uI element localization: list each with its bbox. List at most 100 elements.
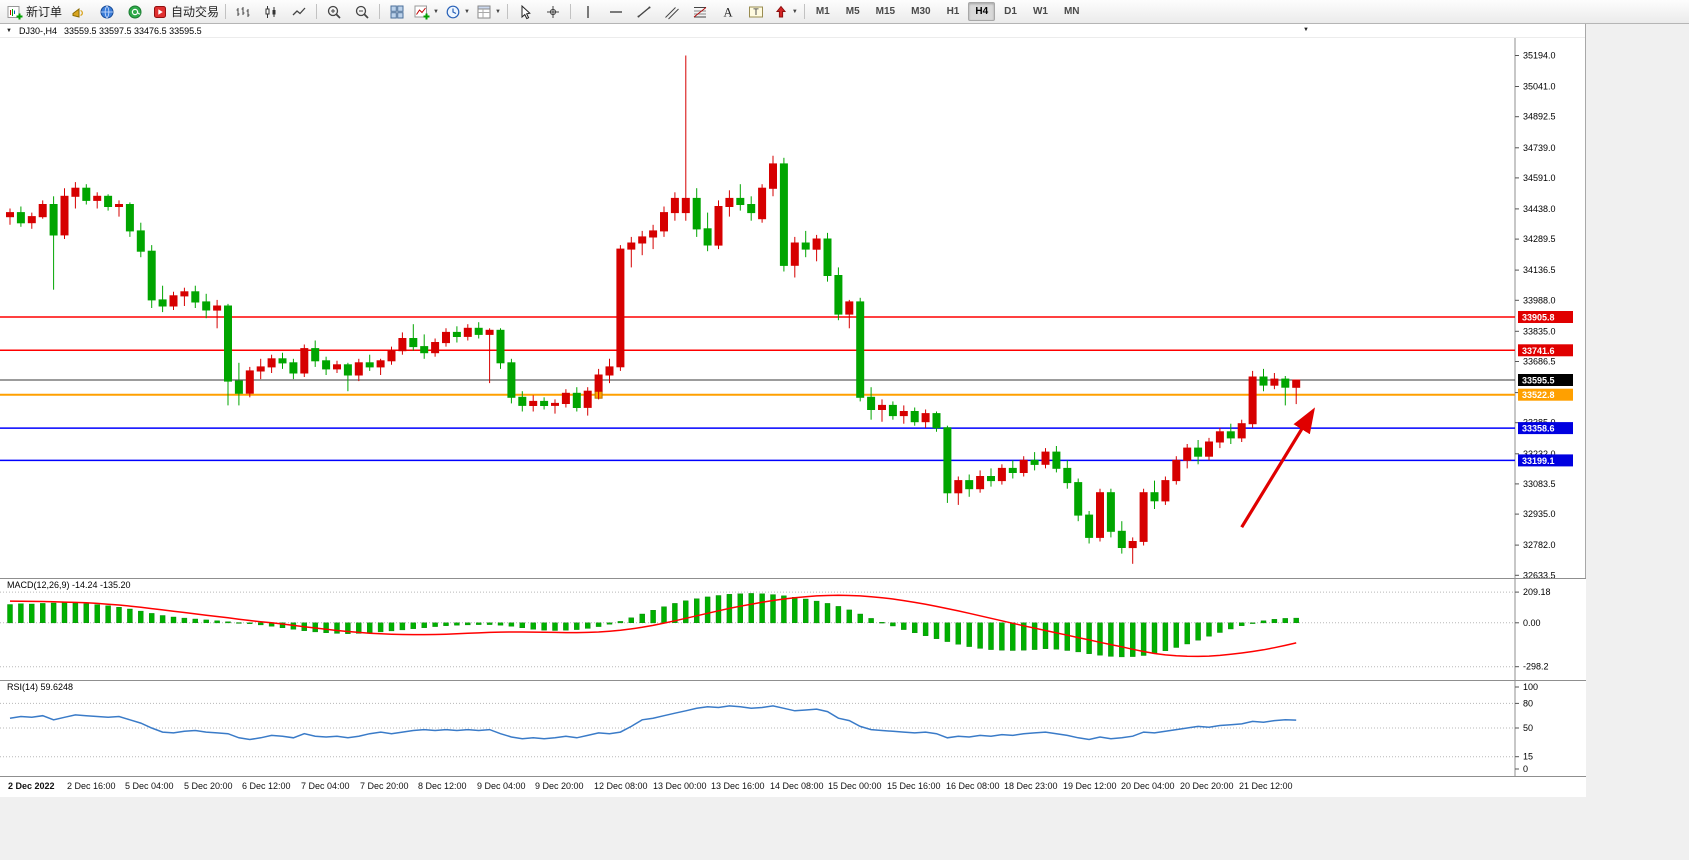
svg-text:32935.0: 32935.0 <box>1523 509 1556 519</box>
time-label: 12 Dec 08:00 <box>594 781 648 791</box>
zoom-in-icon <box>327 5 341 19</box>
time-label: 5 Dec 04:00 <box>125 781 174 791</box>
svg-text:33595.5: 33595.5 <box>1522 376 1555 386</box>
trendline-button[interactable] <box>630 1 658 23</box>
chevron-down-icon: ▼ <box>463 8 470 15</box>
toolbar-separator <box>569 4 571 19</box>
time-label: 13 Dec 16:00 <box>711 781 765 791</box>
time-label: 21 Dec 12:00 <box>1239 781 1293 791</box>
time-label: 7 Dec 04:00 <box>301 781 350 791</box>
cursor-button[interactable] <box>511 1 539 23</box>
chart-menu-triangle-icon[interactable]: ▼ <box>1303 27 1309 33</box>
periods-button[interactable]: ▼ <box>442 1 473 23</box>
svg-text:33988.0: 33988.0 <box>1523 295 1556 305</box>
cursor-icon <box>521 4 531 19</box>
time-label: 7 Dec 20:00 <box>360 781 409 791</box>
time-label: 2 Dec 2022 <box>8 781 55 791</box>
tile-windows-button[interactable] <box>383 1 411 23</box>
time-label: 16 Dec 08:00 <box>946 781 1000 791</box>
ohlc-values: 33559.5 33597.5 33476.5 33595.5 <box>63 25 202 36</box>
auto-trading-button[interactable]: 自动交易 <box>149 1 222 23</box>
horizontal-line-button[interactable] <box>602 1 630 23</box>
time-label: 2 Dec 16:00 <box>67 781 116 791</box>
templates-button[interactable]: ▼ <box>473 1 504 23</box>
chevron-down-icon: ▼ <box>433 8 439 15</box>
indicators-button[interactable]: ▼ <box>411 1 442 23</box>
svg-text:T: T <box>753 7 759 17</box>
timeframe-button-m30[interactable]: M30 <box>911 6 931 17</box>
svg-text:35041.0: 35041.0 <box>1523 82 1556 92</box>
crosshair-icon <box>546 5 559 18</box>
new-order-button-label: 新订单 <box>26 5 63 19</box>
channel-button[interactable] <box>658 1 686 23</box>
timeframe-button-m1[interactable]: M1 <box>815 6 830 17</box>
svg-text:34892.5: 34892.5 <box>1523 112 1556 122</box>
timeframe-button-mn[interactable]: MN <box>1063 6 1080 17</box>
symbol-period-label: DJ30-,H4 <box>18 25 57 36</box>
svg-text:-298.2: -298.2 <box>1523 662 1549 672</box>
time-label: 15 Dec 16:00 <box>887 781 941 791</box>
chevron-down-icon: ▼ <box>791 8 798 15</box>
charts-button[interactable] <box>65 1 93 23</box>
clock-icon <box>446 5 460 18</box>
time-label: 5 Dec 20:00 <box>184 781 233 791</box>
rsi-chart[interactable]: 100 80 50 15 0 <box>0 681 1586 777</box>
svg-text:33686.5: 33686.5 <box>1523 357 1556 367</box>
svg-text:33199.1: 33199.1 <box>1522 456 1555 466</box>
zoom-in-button[interactable] <box>320 1 348 23</box>
bars-icon <box>236 6 250 17</box>
arrows-button[interactable]: ▼ <box>770 1 801 23</box>
bar-chart-button[interactable] <box>229 1 257 23</box>
label-t-icon: T <box>748 6 763 17</box>
timeframe-button-d1[interactable]: D1 <box>1004 6 1017 17</box>
label-button[interactable]: T <box>742 1 770 23</box>
autotrade-icon <box>154 5 167 18</box>
zoom-out-button[interactable] <box>348 1 376 23</box>
market-watch-button[interactable] <box>93 1 121 23</box>
svg-text:209.18: 209.18 <box>1523 587 1551 597</box>
time-label: 20 Dec 20:00 <box>1180 781 1234 791</box>
svg-text:50: 50 <box>1523 723 1533 733</box>
chevron-down-icon: ▼ <box>494 8 501 15</box>
toolbar: 新订单 自动交易 ▼ ▼ ▼ A T ▼ M1 M5 M15 M30 H1 H4 D1 W1 MN <box>0 0 1689 24</box>
timeframe-button-m15[interactable]: M15 <box>875 6 896 17</box>
vertical-line-button[interactable] <box>574 1 602 23</box>
trendline-icon <box>637 5 651 18</box>
time-label: 20 Dec 04:00 <box>1121 781 1175 791</box>
candlestick-chart-button[interactable] <box>257 1 285 23</box>
timeframe-button-h4[interactable]: H4 <box>968 2 996 21</box>
time-label: 8 Dec 12:00 <box>418 781 467 791</box>
time-label: 9 Dec 04:00 <box>477 781 526 791</box>
toolbar-separator <box>316 4 318 19</box>
main-price-chart[interactable]: 35194.0 35041.0 34892.5 34739.0 34591.0 34438… <box>0 38 1586 578</box>
horn-icon <box>72 7 83 18</box>
line-chart-button[interactable] <box>285 1 313 23</box>
template-icon <box>477 5 491 18</box>
new-order-button[interactable]: 新订单 <box>4 1 65 23</box>
chat-green-icon <box>128 5 142 18</box>
time-label: 9 Dec 20:00 <box>535 781 584 791</box>
svg-text:A: A <box>723 5 732 19</box>
collapse-triangle-icon[interactable]: ▼ <box>6 27 12 34</box>
vline-icon <box>587 5 589 18</box>
toolbar-separator <box>506 4 508 19</box>
timeframe-button-m5[interactable]: M5 <box>845 6 860 17</box>
timeframe-button-h1[interactable]: H1 <box>946 6 960 17</box>
svg-text:33741.6: 33741.6 <box>1522 346 1555 356</box>
chart-header: ▼ DJ30-,H4 33559.5 33597.5 33476.5 33595… <box>0 24 1585 38</box>
community-button[interactable] <box>121 1 149 23</box>
macd-chart[interactable]: 209.18 0.00 -298.2 <box>0 579 1586 681</box>
time-label: 18 Dec 23:00 <box>1004 781 1058 791</box>
crosshair-button[interactable] <box>539 1 567 23</box>
svg-text:32633.5: 32633.5 <box>1523 570 1556 578</box>
indicator-icon <box>414 5 430 19</box>
hline-icon <box>609 10 622 13</box>
globe-blue-icon <box>100 5 114 18</box>
line-icon <box>292 7 306 15</box>
timeframe-button-w1[interactable]: W1 <box>1032 6 1048 17</box>
time-label: 6 Dec 12:00 <box>242 781 291 791</box>
rsi-panel: RSI(14) 59.6248 100 80 50 15 0 <box>0 680 1586 777</box>
fibonacci-button[interactable] <box>686 1 714 23</box>
text-button[interactable]: A <box>714 1 742 23</box>
time-label: 15 Dec 00:00 <box>828 781 882 791</box>
